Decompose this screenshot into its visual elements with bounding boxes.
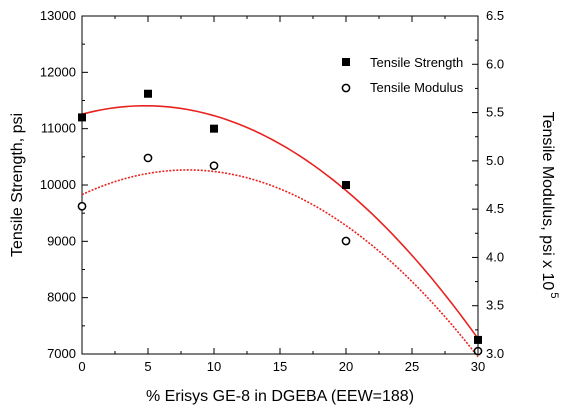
right-y-axis-title-text: Tensile Modulus, psi x 10 [539, 112, 556, 291]
y-left-tick-label: 7000 [47, 346, 76, 361]
tensile-strength-point [78, 113, 86, 122]
tensile-strength-point [210, 124, 218, 133]
x-tick-label: 20 [339, 359, 353, 374]
legend: Tensile Strength Tensile Modulus [341, 55, 464, 95]
y-left-tick-label: 11000 [41, 121, 76, 136]
axis-ticks: 0 5 10 15 20 25 30 7000 8000 9000 10000 11000 12000 1… [40, 8, 504, 374]
legend-marker-tensile-strength [342, 58, 350, 66]
fit-line-tensile-modulus [81, 169, 479, 358]
tensile-strength-point [474, 335, 482, 344]
y-left-tick-label: 10000 [40, 177, 76, 192]
tensile-modulus-point [77, 201, 87, 211]
x-tick-label: 30 [471, 359, 485, 374]
x-tick-label: 25 [405, 359, 419, 374]
y-right-tick-label: 6.5 [486, 8, 504, 23]
x-tick-label: 10 [207, 359, 221, 374]
y-right-tick-label: 4.5 [486, 201, 504, 216]
x-tick-label: 15 [273, 359, 287, 374]
y-left-tick-label: 13000 [40, 8, 76, 23]
legend-label-tensile-strength: Tensile Strength [370, 55, 463, 70]
tensile-modulus-point [341, 236, 351, 246]
y-left-tick-label: 9000 [47, 233, 76, 248]
y-right-tick-label: 6.0 [486, 56, 504, 71]
legend-label-tensile-modulus: Tensile Modulus [370, 80, 464, 95]
y-right-tick-label: 5.0 [486, 153, 504, 168]
y-right-tick-label: 3.0 [486, 346, 504, 361]
right-y-axis-title: Tensile Modulus, psi x 105 [539, 112, 560, 299]
y-left-tick-label: 12000 [40, 64, 76, 79]
x-tick-label: 0 [78, 359, 85, 374]
x-axis-title: % Erisys GE-8 in DGEBA (EEW=188) [146, 388, 414, 405]
right-y-axis-exponent: 5 [548, 292, 560, 298]
svg-text:Tensile Modulus, psi x 105: Tensile Modulus, psi x 105 [539, 112, 560, 299]
data-markers [77, 89, 483, 356]
left-y-axis-title: Tensile Strength, psi [9, 113, 26, 257]
tensile-strength-point [342, 181, 350, 189]
x-tick-label: 5 [144, 359, 151, 374]
fit-lines [81, 104, 479, 358]
y-right-tick-label: 5.5 [486, 105, 504, 120]
y-right-tick-label: 4.0 [486, 249, 504, 264]
tensile-strength-point [144, 89, 152, 98]
tensile-modulus-point [143, 153, 153, 163]
y-left-tick-label: 8000 [47, 290, 76, 305]
tensile-modulus-point [209, 161, 219, 171]
fit-line-tensile-strength [81, 104, 479, 340]
legend-marker-tensile-modulus [341, 83, 351, 93]
y-right-tick-label: 3.5 [486, 298, 504, 313]
